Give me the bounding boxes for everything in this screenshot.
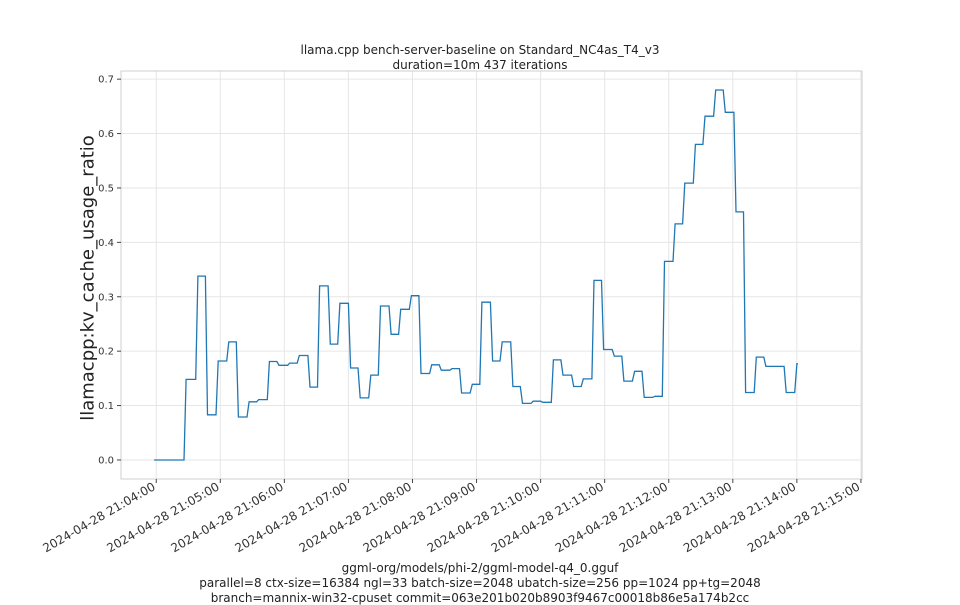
x-tick-label: 2024-04-28 21:08:00: [297, 479, 414, 555]
y-tick-label: 0.2: [98, 347, 114, 358]
x-tick-label: 2024-04-28 21:12:00: [553, 479, 670, 555]
footer-branch: branch=mannix-win32-cpuset commit=063e20…: [210, 591, 750, 605]
y-tick-label: 0.5: [98, 183, 114, 194]
chart-subtitle: duration=10m 437 iterations: [392, 58, 568, 72]
x-tick-label: 2024-04-28 21:10:00: [425, 479, 542, 555]
plot-area-frame: [120, 70, 863, 480]
y-axis-ticks: 0.0 0.1 0.2 0.3 0.4 0.5 0.6 0.7: [98, 75, 121, 466]
x-tick-label: 2024-04-28 21:07:00: [233, 479, 350, 555]
y-tick-label: 0.4: [98, 238, 114, 249]
x-tick-label: 2024-04-28 21:05:00: [104, 479, 221, 555]
y-tick-label: 0.6: [98, 129, 114, 140]
x-tick-label: 2024-04-28 21:04:00: [40, 479, 157, 555]
x-tick-label: 2024-04-28 21:14:00: [681, 479, 798, 555]
footer-model: ggml-org/models/phi-2/ggml-model-q4_0.gg…: [341, 561, 619, 575]
x-tick-label: 2024-04-28 21:06:00: [168, 479, 285, 555]
y-tick-label: 0.0: [98, 455, 114, 466]
y-tick-label: 0.7: [98, 75, 114, 86]
series-line-kv-cache-usage-ratio: [154, 89, 798, 461]
y-tick-label: 0.3: [98, 292, 114, 303]
x-tick-label: 2024-04-28 21:11:00: [489, 479, 606, 555]
x-tick-label: 2024-04-28 21:15:00: [745, 479, 862, 555]
x-tick-label: 2024-04-28 21:13:00: [617, 479, 734, 555]
x-tick-label: 2024-04-28 21:09:00: [361, 479, 478, 555]
grid-lines: [121, 71, 862, 479]
y-tick-label: 0.1: [98, 401, 114, 412]
footer-params: parallel=8 ctx-size=16384 ngl=33 batch-s…: [199, 576, 761, 590]
chart-title: llama.cpp bench-server-baseline on Stand…: [300, 43, 660, 57]
